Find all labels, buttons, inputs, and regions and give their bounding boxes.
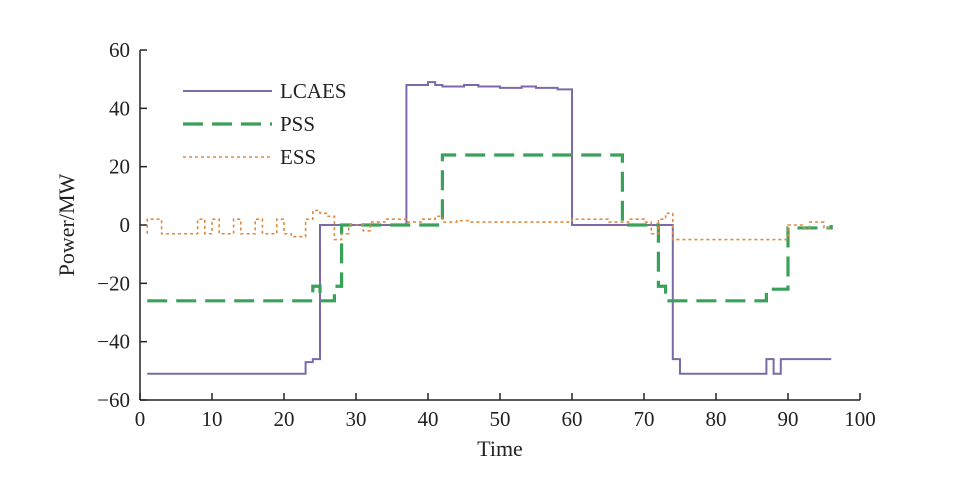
y-tick-label: 0 [120,213,131,237]
y-tick-label: −20 [97,271,130,295]
y-tick-label: 40 [109,96,130,120]
x-axis-title: Time [477,436,523,461]
x-tick-label: 10 [202,407,223,431]
series-line-lcaes [147,81,832,375]
x-tick-label: 0 [135,407,146,431]
x-tick-label: 50 [490,407,511,431]
y-axis-title: Power/MW [54,173,79,276]
x-tick-label: 40 [418,407,439,431]
axes: 0 10 20 30 40 50 60 70 80 90 100 −60 −40 −20 0 20 40 60 [97,38,876,431]
x-tick-label: 90 [778,407,799,431]
y-tick-label: −40 [97,330,130,354]
x-tick-label: 30 [346,407,367,431]
x-tick-label: 70 [634,407,655,431]
y-ticks: −60 −40 −20 0 20 40 60 [97,38,147,412]
legend-label-lcaes: LCAES [280,79,347,103]
legend: LCAES PSS ESS [183,79,347,169]
series-line-ess [146,209,832,241]
series-layer [146,81,833,375]
x-tick-label: 60 [562,407,583,431]
y-tick-label: 20 [109,155,130,179]
legend-label-pss: PSS [280,112,315,136]
y-tick-label: −60 [97,388,130,412]
legend-label-ess: ESS [280,145,316,169]
series-line-pss [147,153,833,303]
x-ticks: 0 10 20 30 40 50 60 70 80 90 100 [135,393,876,431]
x-tick-label: 20 [274,407,295,431]
x-tick-label: 100 [844,407,876,431]
x-tick-label: 80 [706,407,727,431]
y-tick-label: 60 [109,38,130,62]
